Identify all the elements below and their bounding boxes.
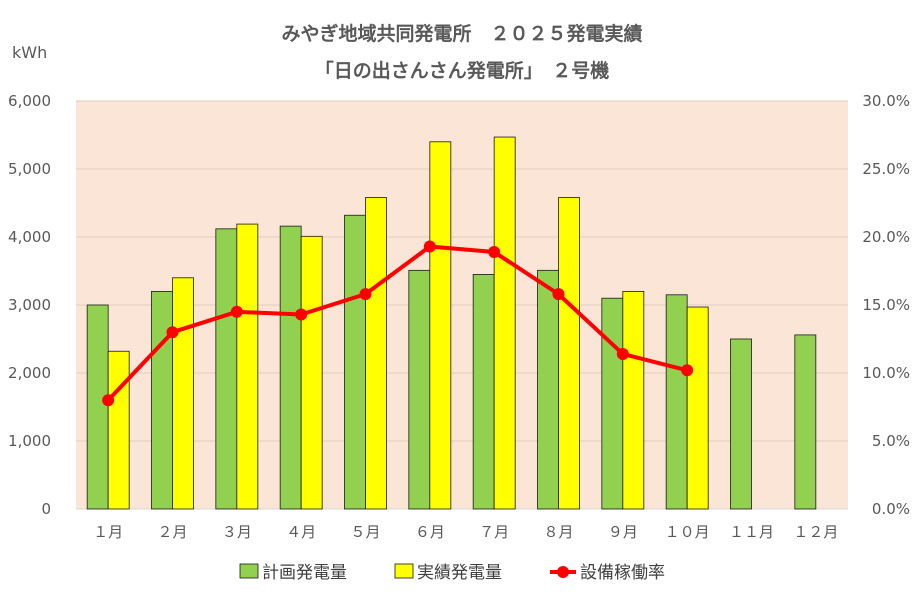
planned-output-bar: [215, 228, 238, 510]
utilization-rate-point: [359, 288, 372, 301]
y2-tick-label: 15.0%: [862, 296, 910, 314]
y-tick-label: 0: [41, 500, 51, 518]
x-tick-label: ３月: [222, 523, 252, 541]
x-tick-label: １月: [93, 523, 123, 541]
x-tick-label: ４月: [286, 523, 316, 541]
utilization-rate-point: [230, 305, 243, 318]
x-tick-label: ５月: [350, 523, 380, 541]
utilization-rate-point: [295, 308, 308, 321]
legend-item-actual-swatch: [394, 563, 414, 579]
legend-item-planned-swatch: [239, 563, 259, 579]
y-tick-label: 1,000: [8, 432, 51, 450]
x-tick-label: １１月: [729, 523, 774, 541]
x-tick-label: ８月: [543, 523, 573, 541]
x-tick-label: １０月: [665, 523, 710, 541]
y2-tick-label: 10.0%: [862, 364, 910, 382]
actual-output-bar: [365, 197, 387, 510]
utilization-rate-point: [616, 347, 629, 360]
y2-tick-label: 30.0%: [862, 92, 910, 110]
plot-area: 0 0.0% 1,000 5.0% 2,000 10.0% 3,000 15.0% 4,000 2…: [8, 92, 910, 541]
y-tick-label: 6,000: [8, 92, 51, 110]
actual-output-bar: [236, 223, 259, 510]
utilization-rate-point: [423, 240, 436, 253]
x-tick-label: １２月: [793, 523, 838, 541]
planned-output-bar: [472, 273, 495, 510]
actual-output-bar: [429, 141, 452, 510]
actual-output-bar: [107, 350, 130, 510]
utilization-rate-point: [488, 245, 501, 258]
planned-output-bar: [408, 269, 431, 510]
chart-title-line1: みやぎ地域共同発電所 ２０２５発電実績: [281, 22, 642, 45]
actual-output-bar: [300, 235, 323, 510]
x-tick-label: ９月: [608, 523, 638, 541]
actual-output-bar: [686, 306, 709, 510]
planned-output-bar: [794, 334, 817, 510]
y2-tick-label: 5.0%: [872, 432, 910, 450]
legend-item-actual-label: 実績発電量: [417, 563, 502, 583]
actual-output-bar: [622, 290, 645, 510]
y-tick-label: 4,000: [8, 228, 51, 246]
y-tick-label: 3,000: [8, 296, 51, 314]
planned-output-bar: [537, 269, 559, 510]
utilization-rate-point: [166, 326, 179, 339]
planned-output-bar: [279, 225, 302, 510]
legend-item-planned-label: 計画発電量: [262, 563, 347, 583]
legend-item-utilization-label: 設備稼働率: [580, 563, 665, 583]
y-tick-label: 5,000: [8, 160, 51, 178]
x-tick-label: ７月: [479, 523, 509, 541]
y-tick-label: 2,000: [8, 364, 51, 382]
planned-output-bar: [86, 304, 109, 510]
legend-item-utilization-swatch-marker: [557, 566, 569, 578]
planned-output-bar: [344, 214, 366, 510]
x-tick-label: ２月: [157, 523, 187, 541]
utilization-rate-point: [681, 364, 694, 377]
planned-output-bar: [151, 290, 173, 510]
utilization-rate-point: [102, 394, 115, 407]
y2-tick-label: 25.0%: [862, 160, 910, 178]
y-axis-unit-label: kWh: [12, 43, 47, 62]
actual-output-bar: [493, 136, 516, 510]
utilization-rate-line: [106, 244, 688, 402]
planned-output-bar: [665, 294, 688, 510]
utilization-rate-point: [552, 288, 565, 301]
legend: 計画発電量 実績発電量 設備稼働率: [239, 563, 665, 583]
y2-tick-label: 0.0%: [872, 500, 910, 518]
planned-output-bar: [730, 338, 752, 510]
planned-output-bar: [601, 297, 624, 510]
chart-title-line2: 「日の出さんさん発電所」 ２号機: [315, 59, 610, 82]
actual-output-bar: [558, 197, 580, 510]
y2-tick-label: 20.0%: [862, 228, 910, 246]
actual-output-bar: [172, 277, 194, 510]
x-tick-label: ６月: [415, 523, 445, 541]
